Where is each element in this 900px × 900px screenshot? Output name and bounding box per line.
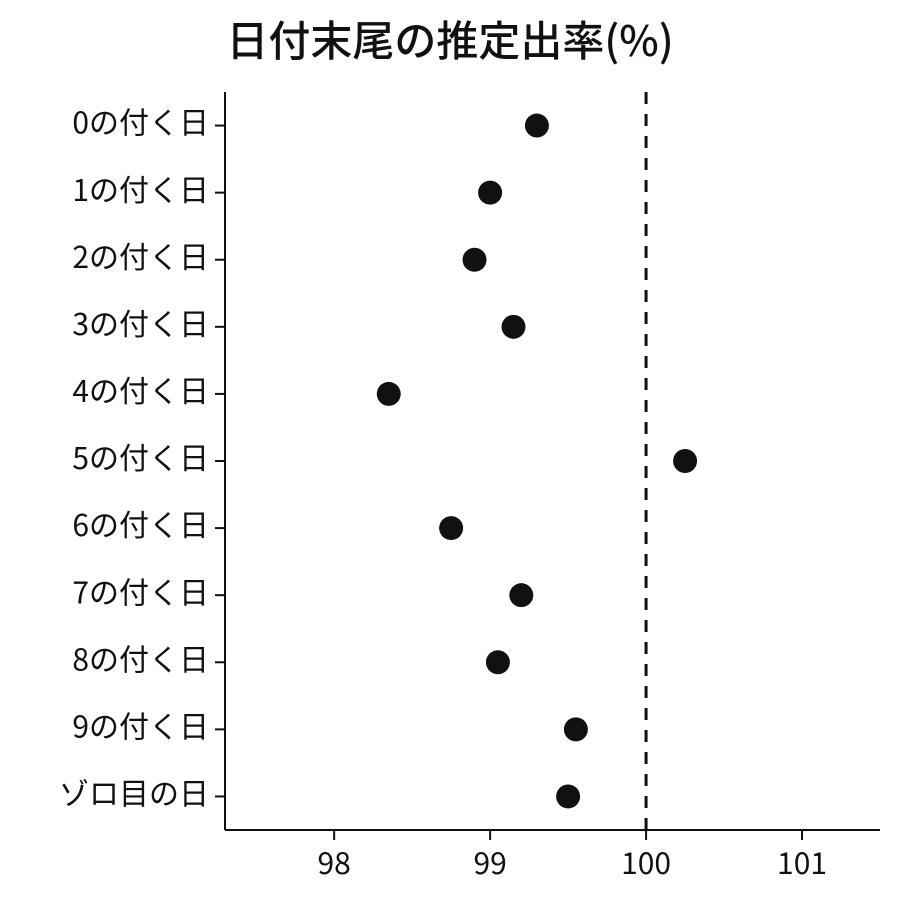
data-point bbox=[525, 114, 549, 138]
chart-container: 日付末尾の推定出率(%) 0の付く日1の付く日2の付く日3の付く日4の付く日5の… bbox=[0, 0, 900, 900]
y-tick-label: 7の付く日 bbox=[72, 568, 209, 612]
x-axis: 98 99 100 101 bbox=[225, 830, 880, 883]
x-tick-label: 100 bbox=[621, 839, 671, 883]
chart-plot-svg: 0の付く日 1の付く日 2の付く日 3の付く日 4の付く日 5の付く日 6の付く日 7の付く日… bbox=[0, 0, 900, 900]
y-axis: 0の付く日 1の付く日 2の付く日 3の付く日 4の付く日 5の付く日 6の付く日 7の付く日… bbox=[59, 92, 225, 830]
data-points bbox=[377, 114, 697, 809]
x-tick-label: 101 bbox=[777, 839, 827, 883]
data-point bbox=[673, 449, 697, 473]
data-point bbox=[478, 181, 502, 205]
data-point bbox=[486, 650, 510, 674]
y-tick-label: 4の付く日 bbox=[72, 367, 209, 411]
y-tick-label: 3の付く日 bbox=[72, 300, 209, 344]
y-tick-label: 2の付く日 bbox=[72, 233, 209, 277]
x-tick-label: 99 bbox=[473, 839, 506, 883]
data-point bbox=[377, 382, 401, 406]
y-tick-label: 6の付く日 bbox=[72, 501, 209, 545]
data-point bbox=[502, 315, 526, 339]
y-tick-label: 0の付く日 bbox=[72, 99, 209, 143]
y-tick-label: 8の付く日 bbox=[72, 635, 209, 679]
y-tick-label: 5の付く日 bbox=[72, 434, 209, 478]
y-tick-label: 1の付く日 bbox=[72, 166, 209, 210]
y-tick-label: ゾロ目の日 bbox=[59, 770, 209, 814]
data-point bbox=[439, 516, 463, 540]
data-point bbox=[463, 248, 487, 272]
data-point bbox=[564, 717, 588, 741]
x-tick-label: 98 bbox=[318, 839, 351, 883]
data-point bbox=[556, 784, 580, 808]
data-point bbox=[509, 583, 533, 607]
y-tick-label: 9の付く日 bbox=[72, 703, 209, 747]
